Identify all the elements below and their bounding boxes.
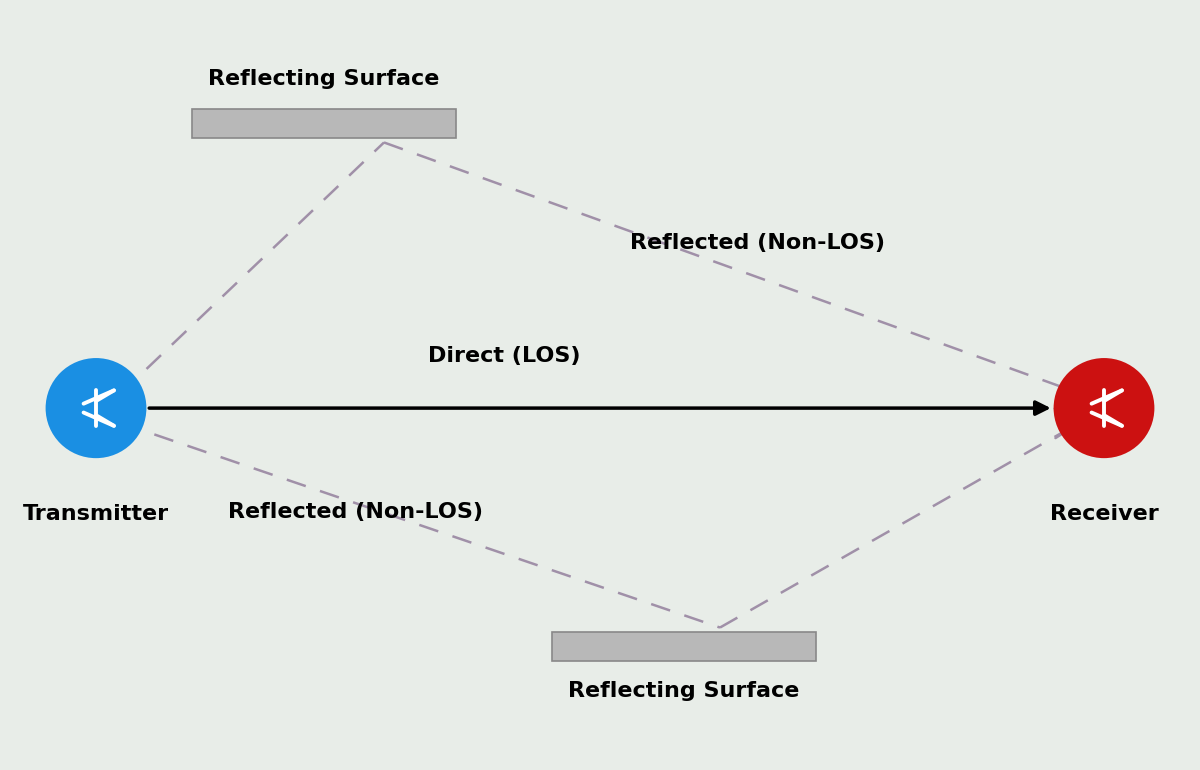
Ellipse shape bbox=[46, 358, 146, 458]
Text: Receiver: Receiver bbox=[1050, 504, 1158, 524]
Text: Reflected (Non-LOS): Reflected (Non-LOS) bbox=[630, 233, 886, 253]
FancyBboxPatch shape bbox=[192, 109, 456, 138]
Ellipse shape bbox=[1054, 358, 1154, 458]
Text: Reflecting Surface: Reflecting Surface bbox=[209, 69, 439, 89]
Text: Direct (LOS): Direct (LOS) bbox=[427, 346, 581, 366]
Text: Transmitter: Transmitter bbox=[23, 504, 169, 524]
Text: Reflected (Non-LOS): Reflected (Non-LOS) bbox=[228, 502, 482, 522]
FancyBboxPatch shape bbox=[552, 632, 816, 661]
Text: Reflecting Surface: Reflecting Surface bbox=[569, 681, 799, 701]
